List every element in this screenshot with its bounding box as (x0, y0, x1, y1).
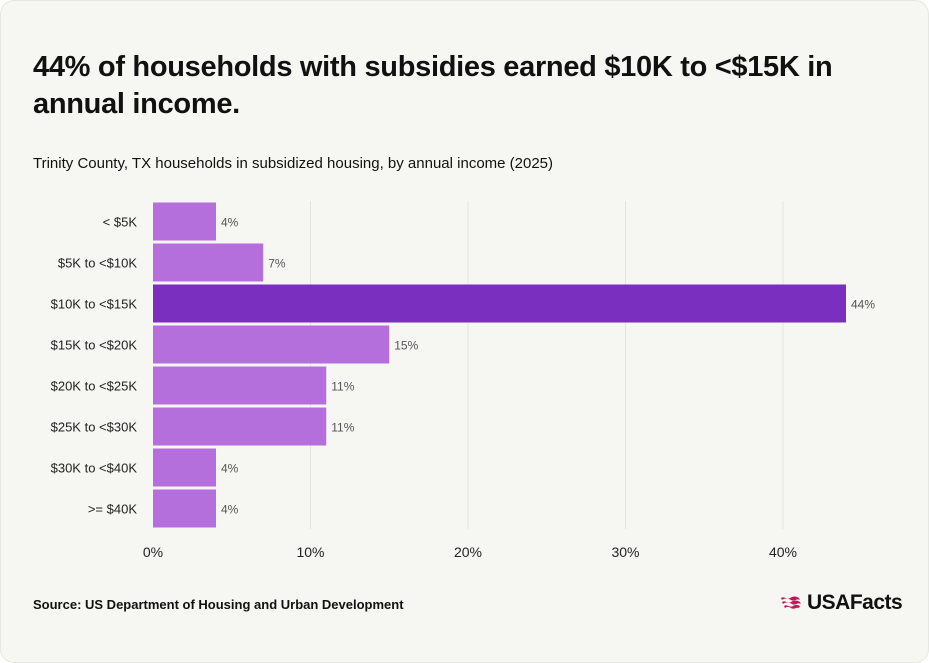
category-label: $25K to <$30K (51, 420, 138, 435)
chart-title: 44% of households with subsidies earned … (33, 51, 833, 120)
chart-subtitle: Trinity County, TX households in subsidi… (33, 155, 554, 172)
bar (153, 366, 327, 405)
data-label: 11% (331, 421, 354, 435)
bar-chart: 0% 10% 20% 30% 40% < $5K 4% $5K to <$10K 7% $10K … (51, 201, 875, 560)
category-label: $30K to <$40K (51, 461, 138, 476)
logo-text: USAFacts (807, 591, 903, 614)
data-label: 7% (268, 257, 286, 271)
x-tick-label: 30% (611, 544, 639, 560)
bar (153, 284, 846, 323)
category-label: $20K to <$25K (51, 379, 138, 394)
x-tick-label: 20% (454, 544, 482, 560)
usafacts-logo: USAFacts (779, 591, 903, 615)
category-label: $10K to <$15K (51, 297, 138, 312)
x-tick-label: 40% (769, 544, 797, 560)
category-label: >= $40K (88, 502, 137, 517)
data-label: 11% (331, 380, 354, 394)
category-label: < $5K (103, 215, 138, 230)
category-label: $5K to <$10K (58, 256, 137, 271)
usa-flag-icon (781, 596, 801, 609)
data-label: 44% (851, 298, 875, 312)
data-label: 4% (221, 503, 239, 517)
bar (153, 202, 216, 241)
bar (153, 489, 216, 528)
bar (153, 448, 216, 487)
data-label: 4% (221, 462, 239, 476)
data-label: 15% (394, 339, 418, 353)
data-label: 4% (221, 216, 239, 230)
bar (153, 243, 264, 282)
x-tick-label: 0% (143, 544, 163, 560)
bar (153, 325, 390, 364)
x-tick-label: 10% (296, 544, 324, 560)
source-note: Source: US Department of Housing and Urb… (33, 597, 404, 612)
bar (153, 407, 327, 446)
category-label: $15K to <$20K (51, 338, 138, 353)
